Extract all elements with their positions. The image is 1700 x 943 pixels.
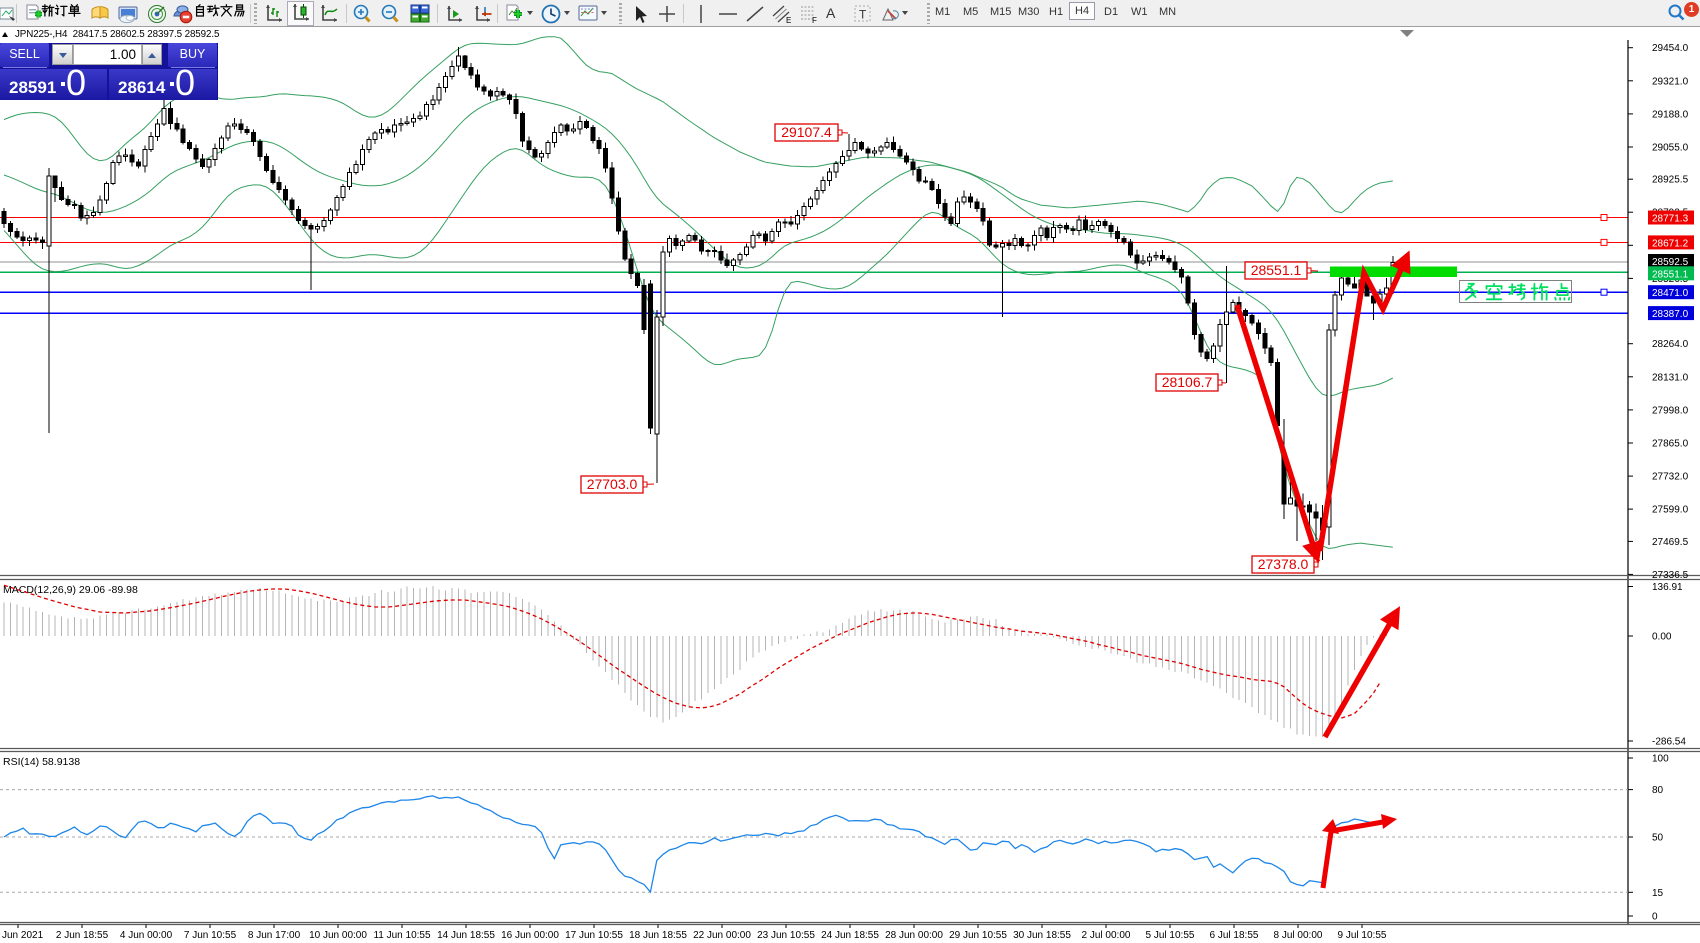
svg-text:RSI(14) 58.9138: RSI(14) 58.9138	[3, 756, 80, 768]
svg-text:100: 100	[1652, 754, 1669, 765]
svg-text:8 Jun 17:00: 8 Jun 17:00	[248, 930, 301, 941]
svg-text:30 Jun 18:55: 30 Jun 18:55	[1013, 930, 1071, 941]
svg-text:16 Jun 00:00: 16 Jun 00:00	[501, 930, 559, 941]
svg-text:136.91: 136.91	[1652, 582, 1683, 593]
svg-text:F: F	[812, 16, 817, 25]
svg-text:28771.3: 28771.3	[1652, 214, 1689, 225]
svg-text:6 Jul 18:55: 6 Jul 18:55	[1210, 930, 1259, 941]
svg-text:8 Jul 00:00: 8 Jul 00:00	[1274, 930, 1323, 941]
svg-text:28925.5: 28925.5	[1652, 175, 1689, 186]
svg-text:29055.0: 29055.0	[1652, 143, 1689, 154]
svg-text:28551.1: 28551.1	[1652, 269, 1689, 280]
svg-text:29188.0: 29188.0	[1652, 109, 1689, 120]
svg-text:MACD(12,26,9) 29.06 -89.98: MACD(12,26,9) 29.06 -89.98	[3, 584, 138, 596]
svg-text:-286.54: -286.54	[1652, 737, 1686, 748]
svg-text:28387.0: 28387.0	[1652, 309, 1689, 320]
svg-text:27703.0: 27703.0	[587, 476, 638, 492]
svg-text:24 Jun 18:55: 24 Jun 18:55	[821, 930, 879, 941]
svg-text:28131.0: 28131.0	[1652, 372, 1689, 383]
svg-text:18 Jun 18:55: 18 Jun 18:55	[629, 930, 687, 941]
svg-text:28471.0: 28471.0	[1652, 288, 1689, 299]
svg-text:27378.0: 27378.0	[1258, 556, 1309, 572]
svg-text:7 Jun 10:55: 7 Jun 10:55	[184, 930, 237, 941]
svg-text:28264.0: 28264.0	[1652, 339, 1689, 350]
svg-text:17 Jun 10:55: 17 Jun 10:55	[565, 930, 623, 941]
svg-text:28 Jun 00:00: 28 Jun 00:00	[885, 930, 943, 941]
svg-text:0.00: 0.00	[1652, 632, 1672, 643]
svg-text:2 Jul 00:00: 2 Jul 00:00	[1082, 930, 1131, 941]
svg-text:28671.2: 28671.2	[1652, 238, 1689, 249]
svg-text:15: 15	[1652, 888, 1664, 899]
svg-text:E: E	[786, 16, 791, 25]
svg-text:14 Jun 18:55: 14 Jun 18:55	[437, 930, 495, 941]
svg-text:29321.0: 29321.0	[1652, 76, 1689, 87]
svg-text:27732.0: 27732.0	[1652, 472, 1689, 483]
svg-text:4 Jun 00:00: 4 Jun 00:00	[120, 930, 173, 941]
svg-text:29454.0: 29454.0	[1652, 43, 1689, 54]
svg-text:T: T	[859, 8, 867, 22]
svg-text:28592.5: 28592.5	[1652, 257, 1689, 268]
svg-text:27336.5: 27336.5	[1652, 570, 1689, 581]
svg-text:29 Jun 10:55: 29 Jun 10:55	[949, 930, 1007, 941]
svg-text:27865.0: 27865.0	[1652, 439, 1689, 450]
svg-text:27599.0: 27599.0	[1652, 505, 1689, 516]
svg-text:27469.5: 27469.5	[1652, 537, 1689, 548]
svg-text:29107.4: 29107.4	[781, 124, 832, 140]
svg-text:9 Jul 10:55: 9 Jul 10:55	[1338, 930, 1387, 941]
svg-text:2 Jun 18:55: 2 Jun 18:55	[56, 930, 109, 941]
svg-text:0: 0	[1652, 912, 1658, 923]
svg-text:Jun 2021: Jun 2021	[2, 930, 44, 941]
svg-text:28106.7: 28106.7	[1162, 374, 1213, 390]
svg-text:27998.0: 27998.0	[1652, 405, 1689, 416]
svg-text:10 Jun 00:00: 10 Jun 00:00	[309, 930, 367, 941]
svg-text:5 Jul 10:55: 5 Jul 10:55	[1146, 930, 1195, 941]
svg-text:80: 80	[1652, 785, 1664, 796]
svg-text:23 Jun 10:55: 23 Jun 10:55	[757, 930, 815, 941]
svg-text:28551.1: 28551.1	[1251, 262, 1302, 278]
svg-text:11 Jun 10:55: 11 Jun 10:55	[373, 930, 431, 941]
svg-text:50: 50	[1652, 833, 1664, 844]
svg-text:22 Jun 00:00: 22 Jun 00:00	[693, 930, 751, 941]
